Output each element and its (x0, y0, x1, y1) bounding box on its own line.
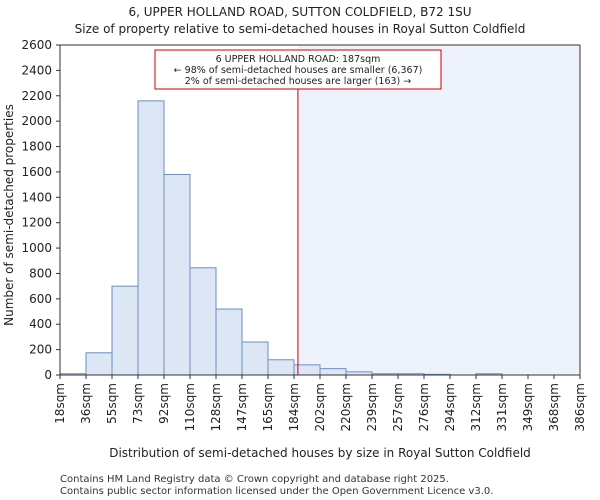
x-tick-label: 368sqm (547, 383, 561, 431)
y-tick-label: 2400 (21, 63, 52, 77)
y-axis-label: Number of semi-detached properties (2, 104, 16, 326)
x-tick-label: 92sqm (157, 383, 171, 424)
x-axis-label: Distribution of semi-detached houses by … (109, 446, 531, 460)
y-tick-label: 2000 (21, 114, 52, 128)
x-tick-label: 36sqm (79, 383, 93, 424)
y-tick-label: 800 (29, 266, 52, 280)
x-tick-label: 276sqm (417, 383, 431, 431)
x-tick-label: 257sqm (391, 383, 405, 431)
y-tick-label: 1800 (21, 140, 52, 154)
histogram-bar (319, 368, 347, 376)
histogram-bar (189, 267, 217, 376)
histogram-bar (267, 359, 295, 376)
larger-properties-region (297, 45, 580, 375)
y-tick-label: 400 (29, 317, 52, 331)
histogram-bar (241, 341, 269, 376)
y-tick-label: 0 (44, 368, 52, 382)
x-tick-label: 73sqm (131, 383, 145, 424)
y-tick-label: 2600 (21, 38, 52, 52)
y-tick-label: 1600 (21, 165, 52, 179)
annotation-title: 6 UPPER HOLLAND ROAD: 187sqm (216, 54, 381, 65)
x-tick-label: 331sqm (495, 383, 509, 431)
x-tick-label: 18sqm (53, 383, 67, 424)
chart-subtitle: Size of property relative to semi-detach… (75, 22, 526, 36)
x-tick-label: 165sqm (261, 383, 275, 431)
y-tick-label: 600 (29, 292, 52, 306)
y-tick-label: 200 (29, 343, 52, 357)
footer-copyright: Contains HM Land Registry data © Crown c… (60, 474, 449, 485)
x-tick-label: 110sqm (183, 383, 197, 431)
y-tick-label: 1000 (21, 241, 52, 255)
annotation-frame (154, 49, 442, 90)
histogram-bar (163, 173, 191, 376)
chart-title: 6, UPPER HOLLAND ROAD, SUTTON COLDFIELD,… (128, 5, 471, 19)
histogram-bar (111, 285, 139, 376)
x-tick-label: 386sqm (573, 383, 587, 431)
annotation-smaller: ← 98% of semi-detached houses are smalle… (174, 65, 423, 76)
y-tick-label: 2200 (21, 89, 52, 103)
x-tick-label: 220sqm (339, 383, 353, 431)
x-tick-label: 239sqm (365, 383, 379, 431)
x-tick-label: 312sqm (469, 383, 483, 431)
annotation-larger: 2% of semi-detached houses are larger (1… (185, 76, 412, 87)
y-tick-label: 1400 (21, 190, 52, 204)
x-tick-label: 128sqm (209, 383, 223, 431)
histogram-bar (137, 100, 165, 376)
histogram-bar (215, 308, 243, 376)
annotation-box: 6 UPPER HOLLAND ROAD: 187sqm ← 98% of se… (154, 49, 442, 90)
x-tick-label: 202sqm (313, 383, 327, 431)
histogram-bar (85, 352, 113, 376)
x-tick-label: 349sqm (521, 383, 535, 431)
x-tick-label: 184sqm (287, 383, 301, 431)
x-tick-label: 294sqm (443, 383, 457, 431)
footer-licence: Contains public sector information licen… (60, 486, 493, 497)
x-tick-label: 147sqm (235, 383, 249, 431)
x-tick-label: 55sqm (105, 383, 119, 424)
y-tick-label: 1200 (21, 216, 52, 230)
